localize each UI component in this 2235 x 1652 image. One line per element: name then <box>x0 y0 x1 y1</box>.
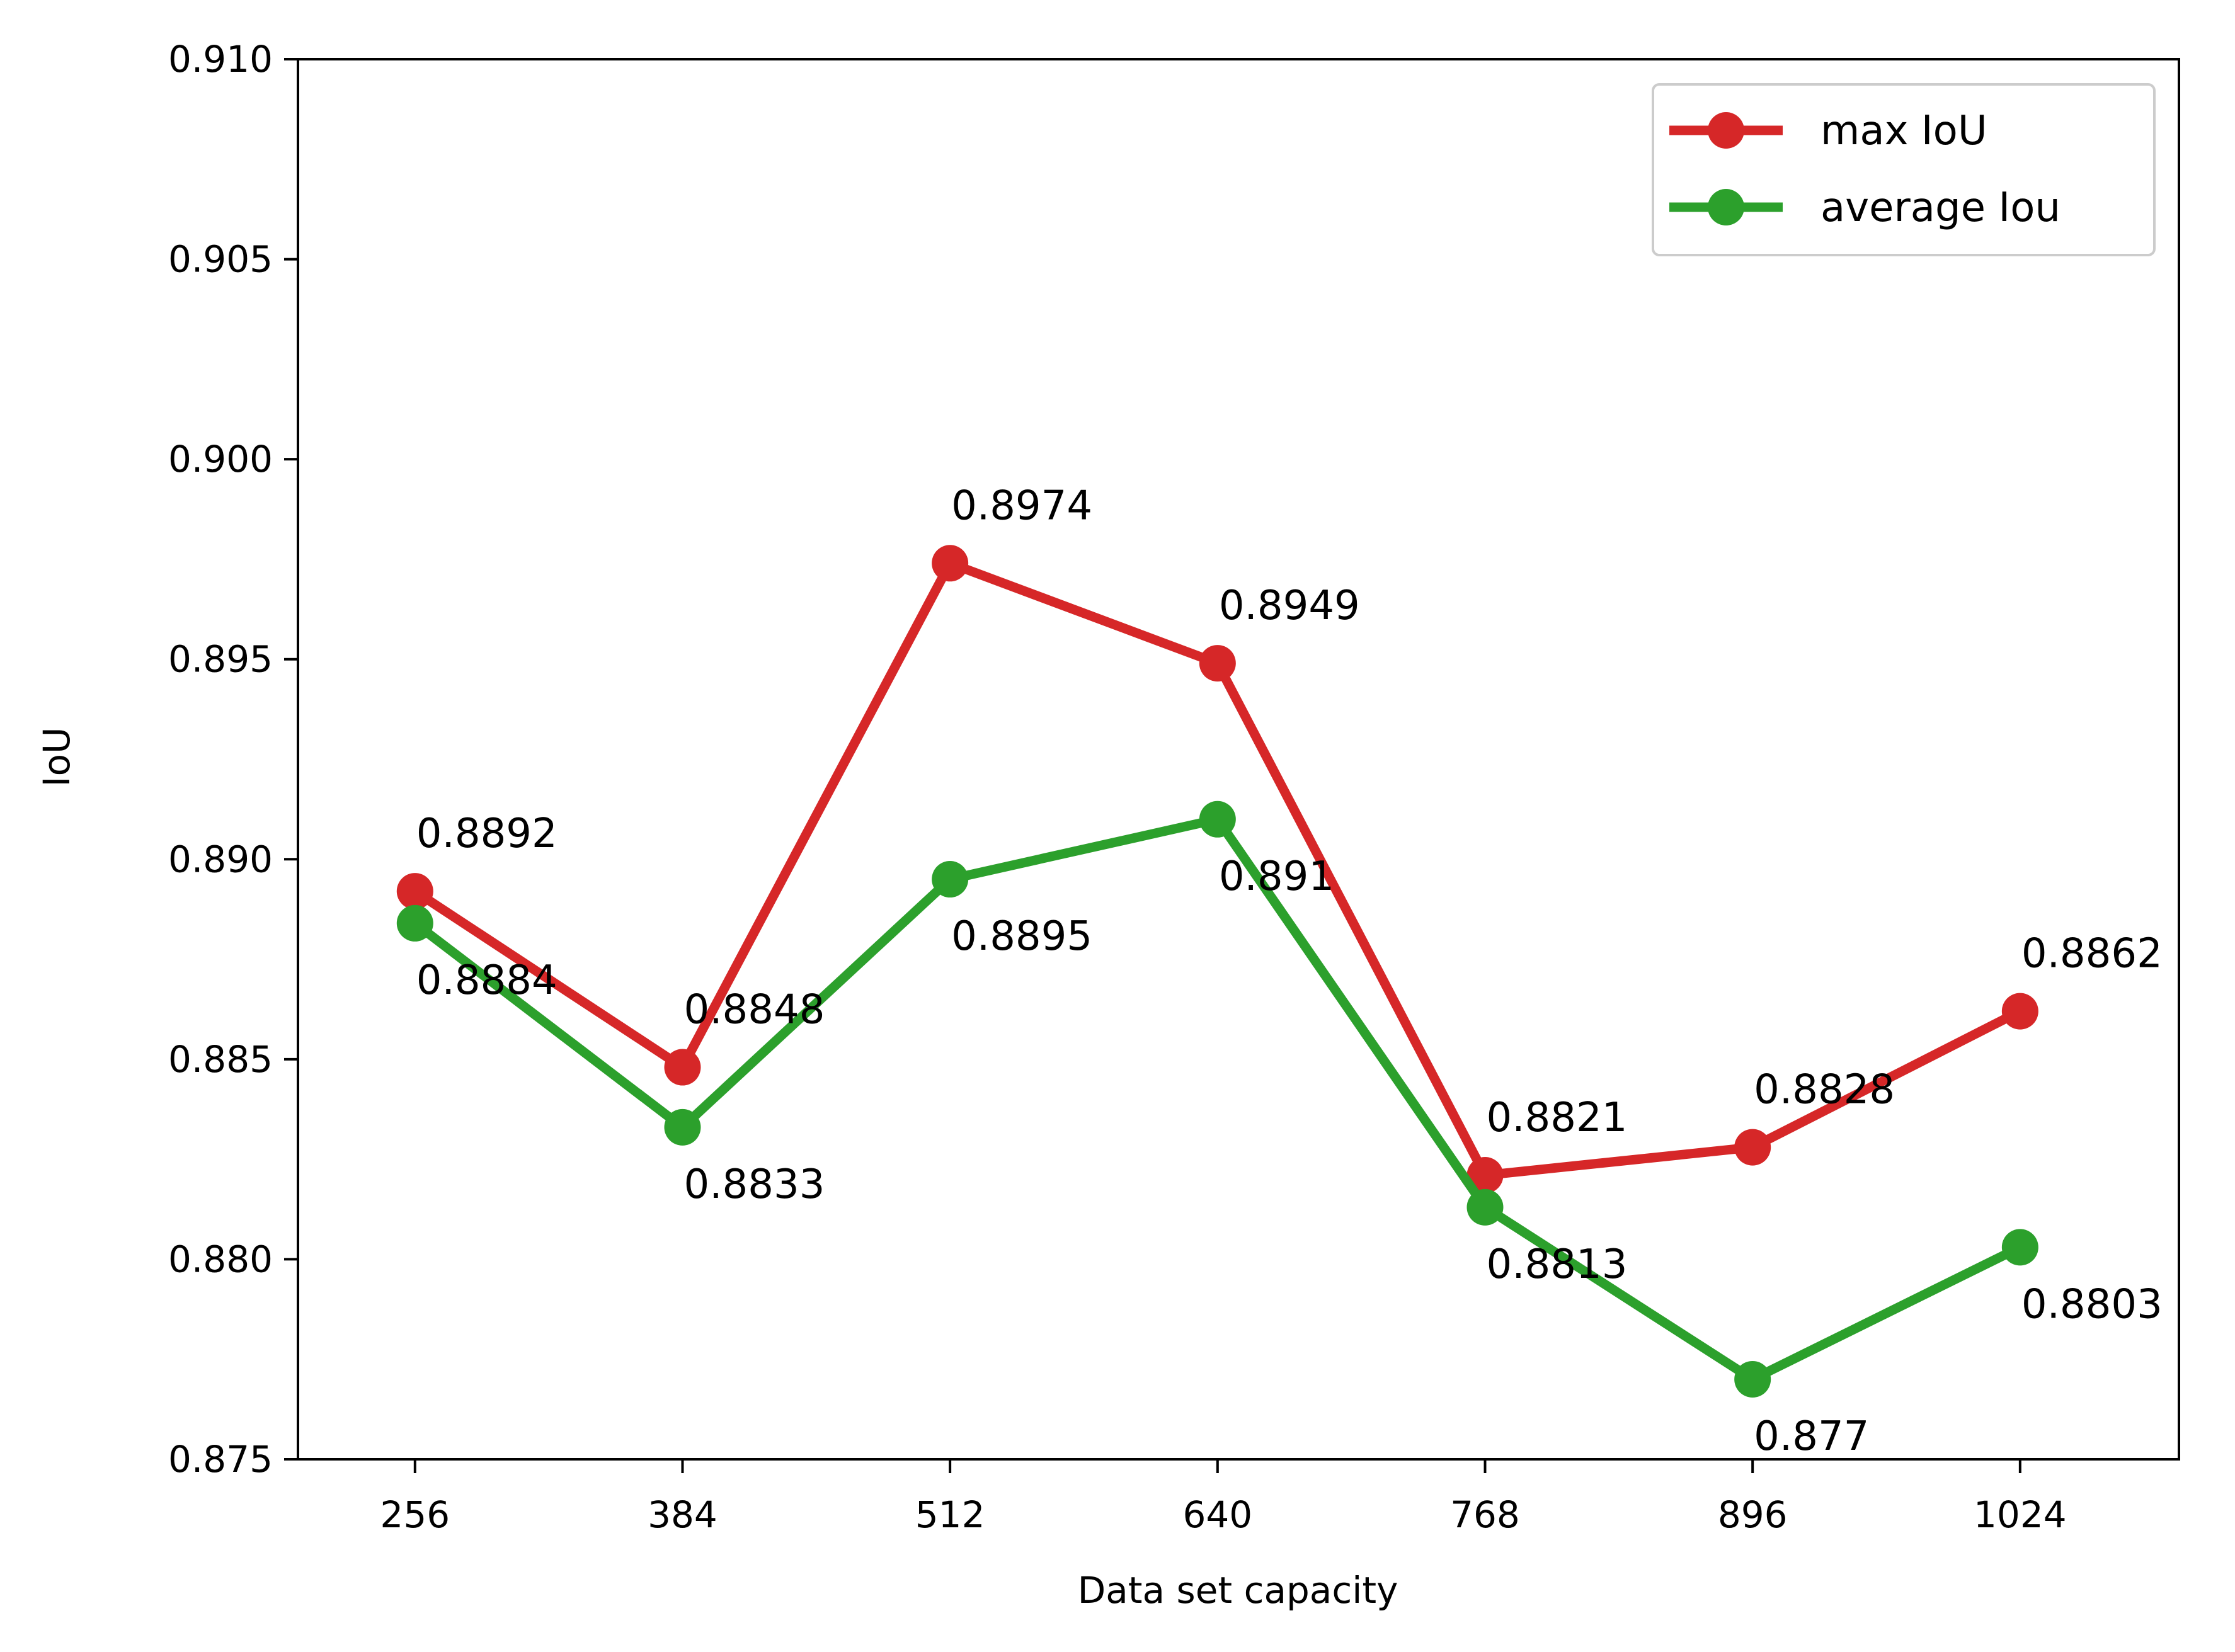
x-tick-label-4: 768 <box>1450 1493 1520 1536</box>
series-1-point-5 <box>1734 1360 1771 1398</box>
x-axis-title: Data set capacity <box>1078 1569 1398 1612</box>
y-tick-label-6: 0.905 <box>168 238 273 281</box>
x-tick-label-6: 1024 <box>1974 1493 2067 1536</box>
series-1-data-label-0: 0.8884 <box>416 957 557 1004</box>
series-0-data-label-4: 0.8821 <box>1486 1095 1627 1141</box>
series-0-data-label-3: 0.8949 <box>1219 583 1360 629</box>
series-1-point-2 <box>932 861 969 898</box>
y-tick-label-3: 0.890 <box>168 838 273 880</box>
series-1-data-label-5: 0.877 <box>1754 1413 1869 1460</box>
series-0-data-label-0: 0.8892 <box>416 811 557 857</box>
series-0-point-3 <box>1199 645 1236 682</box>
y-tick-label-1: 0.880 <box>168 1238 273 1280</box>
series-0-data-label-5: 0.8828 <box>1754 1067 1895 1114</box>
series-0-point-5 <box>1734 1129 1771 1166</box>
x-tick-label-1: 384 <box>648 1493 717 1536</box>
legend: max IoU average Iou <box>1652 83 2156 256</box>
y-tick-label-7: 0.910 <box>168 38 273 81</box>
plot-area: 0.875 0.880 0.885 0.890 0.895 0.900 0.905 0.910… <box>168 38 2180 1536</box>
y-axis-title-group: IoU <box>35 727 78 787</box>
y-tick-label-4: 0.895 <box>168 638 273 681</box>
plot-frame <box>297 58 2180 1461</box>
series-0-data-label-2: 0.8974 <box>951 482 1092 529</box>
legend-label-0: max IoU <box>1821 108 1987 154</box>
x-tick-label-5: 896 <box>1718 1493 1788 1536</box>
series-1-data-label-3: 0.891 <box>1219 853 1334 900</box>
series-1-point-1 <box>664 1108 701 1146</box>
y-axis-title: IoU <box>35 727 78 787</box>
series-1-point-4 <box>1466 1188 1504 1226</box>
series-0-point-0 <box>396 873 433 910</box>
series-1-data-label-6: 0.8803 <box>2021 1281 2163 1328</box>
series-0-data-label-6: 0.8862 <box>2021 931 2163 977</box>
series-1-point-6 <box>2001 1229 2038 1266</box>
y-tick-label-5: 0.900 <box>168 438 273 481</box>
series-1-data-label-1: 0.8833 <box>683 1161 825 1208</box>
x-tick-label-2: 512 <box>915 1493 985 1536</box>
y-tick-label-2: 0.885 <box>168 1038 273 1081</box>
series-1-point-0 <box>396 904 433 942</box>
series-1-data-label-2: 0.8895 <box>951 913 1092 960</box>
series-1-data-label-4: 0.8813 <box>1486 1241 1627 1288</box>
series-0-point-1 <box>664 1049 701 1086</box>
x-tick-label-0: 256 <box>380 1493 450 1536</box>
series-0-data-label-1: 0.8848 <box>683 987 825 1034</box>
series-0-point-4 <box>1466 1157 1504 1194</box>
series-1-point-3 <box>1199 800 1236 838</box>
x-tick-label-3: 640 <box>1182 1493 1252 1536</box>
legend-swatch-marker-0 <box>1708 112 1744 149</box>
legend-swatch-marker-1 <box>1708 189 1744 225</box>
y-tick-label-0: 0.875 <box>168 1438 273 1481</box>
series-0-point-2 <box>932 545 969 582</box>
legend-label-1: average Iou <box>1821 185 2061 231</box>
series-0-point-6 <box>2001 993 2038 1030</box>
